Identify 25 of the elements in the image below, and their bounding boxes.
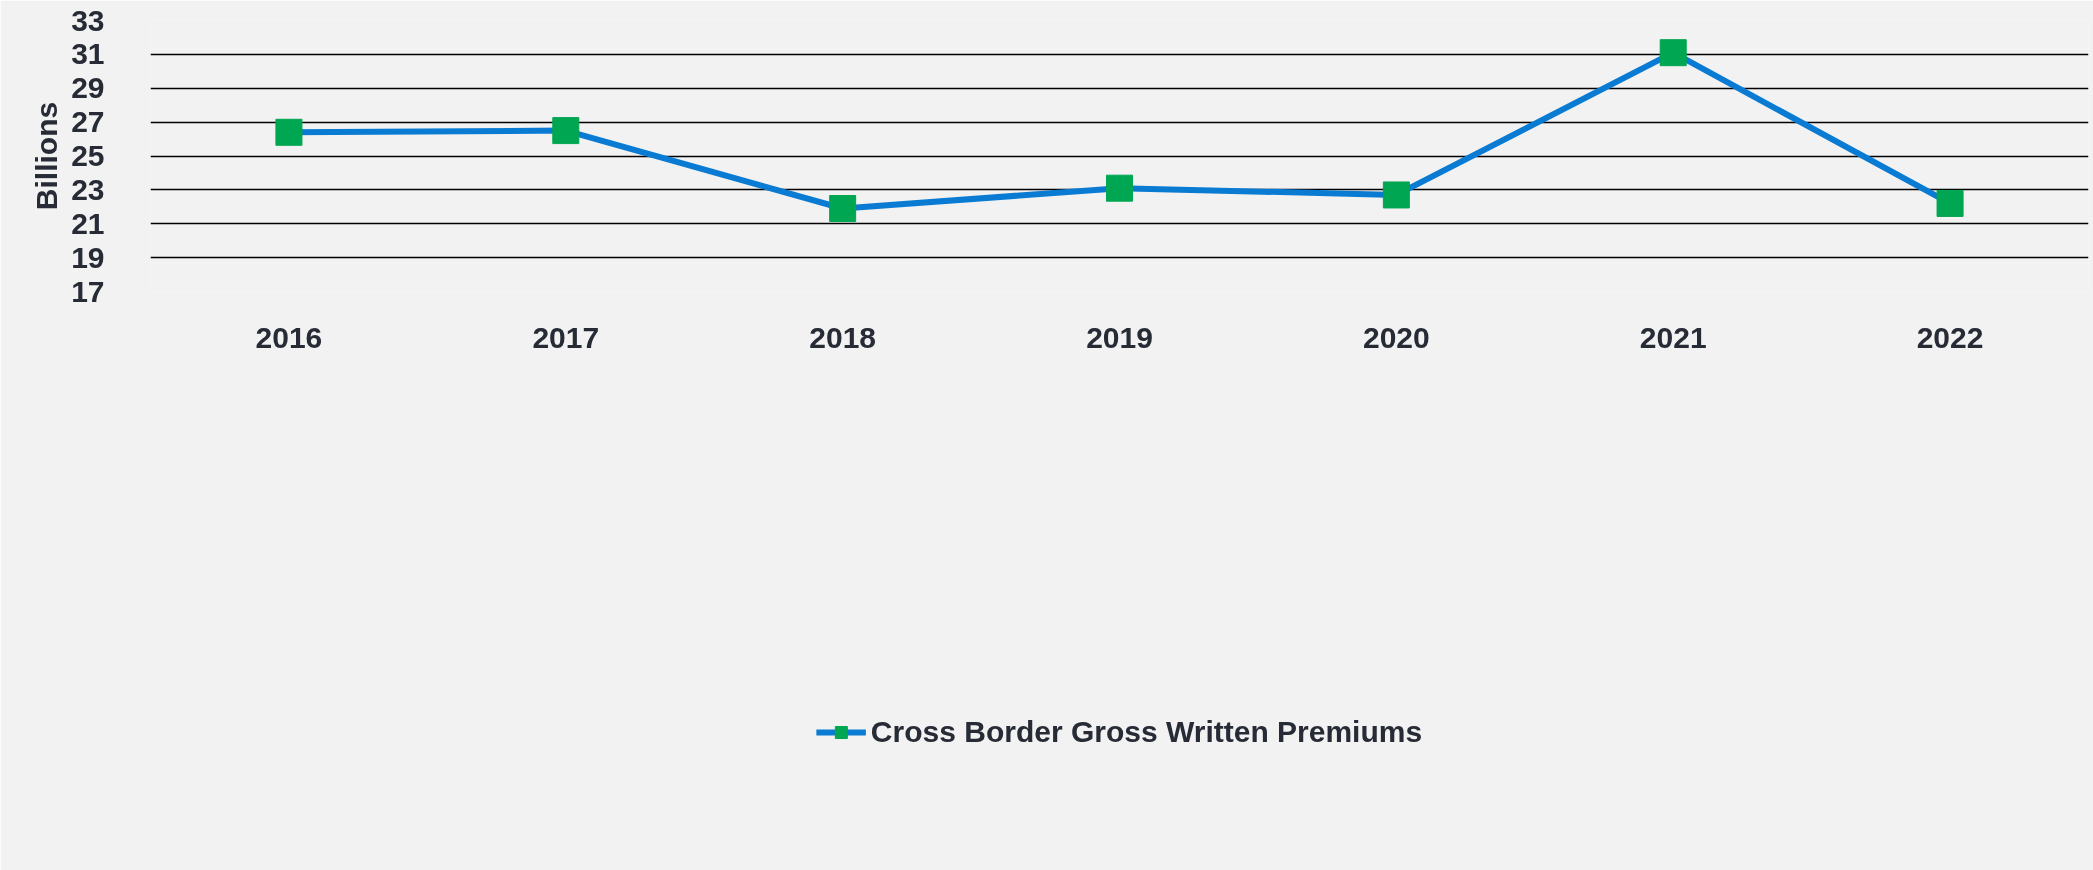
point — [1106, 174, 1133, 202]
x-tick-label: 2022 — [1916, 320, 1984, 354]
y-tick-label: 19 — [71, 240, 105, 274]
x-tick-label: 2021 — [1639, 320, 1707, 354]
y-tick-label: 21 — [71, 206, 105, 240]
y-tick-label: 23 — [71, 172, 105, 206]
y-tick-label: 27 — [71, 105, 105, 139]
y-tick-label: 29 — [71, 71, 105, 105]
x-tick-label: 2020 — [1362, 320, 1430, 354]
point — [275, 118, 303, 146]
point — [1659, 39, 1687, 67]
y-tick-label: 31 — [71, 37, 105, 71]
x-tick-label: 2017 — [532, 320, 600, 354]
x-tick-label: 2016 — [255, 320, 323, 354]
point — [552, 117, 580, 145]
y-tick-label: 33 — [71, 3, 105, 37]
point — [1936, 189, 1964, 217]
x-tick-label: 2019 — [1086, 320, 1153, 354]
point — [1382, 181, 1410, 209]
y-axis-title: Billions — [30, 101, 64, 211]
x-tick-label: 2018 — [809, 320, 877, 354]
point — [829, 195, 857, 223]
y-tick-label: 25 — [71, 139, 105, 172]
y-tick-label: 17 — [71, 274, 105, 308]
legend-label: Cross Border Gross Written Premiums — [870, 714, 1423, 749]
